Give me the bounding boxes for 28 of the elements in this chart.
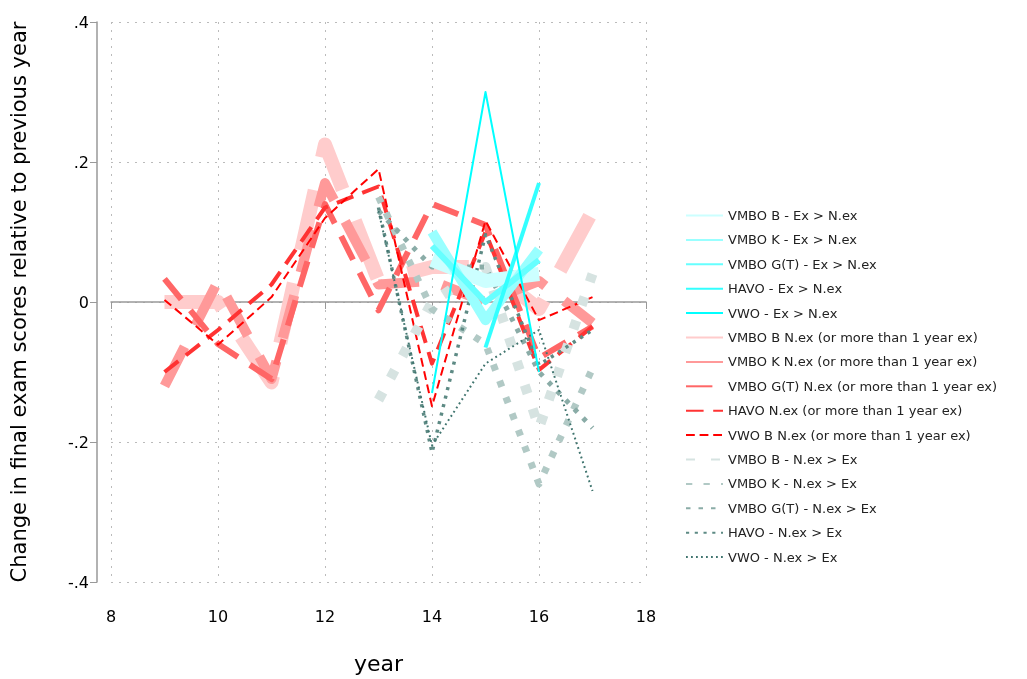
legend-label: VMBO B N.ex (or more than 1 year ex) <box>728 330 978 345</box>
legend-label: VMBO G(T) - Ex > N.ex <box>728 256 877 272</box>
x-tick-label: 8 <box>105 606 117 626</box>
y-tick-label: -.2 <box>67 432 89 452</box>
legend-label: HAVO - N.ex > Ex <box>728 525 843 541</box>
legend-label: VMBO K N.ex (or more than 1 year ex) <box>728 354 978 370</box>
x-tick-label: 16 <box>528 606 550 626</box>
y-tick-label: 0 <box>78 292 89 312</box>
x-axis-title: year <box>353 650 404 676</box>
y-axis-title: Change in final exam scores relative to previous year <box>6 21 31 583</box>
legend-label: VMBO K - N.ex > Ex <box>728 476 858 492</box>
y-tick-label: .2 <box>73 152 89 172</box>
legend-label: VMBO G(T) - N.ex > Ex <box>728 500 877 516</box>
legend-label: HAVO N.ex (or more than 1 year ex) <box>728 403 963 419</box>
legend-label: VMBO G(T) N.ex (or more than 1 year ex) <box>728 378 997 394</box>
y-tick-label: .4 <box>73 12 89 32</box>
x-tick-label: 12 <box>314 606 336 626</box>
legend-label: HAVO - Ex > N.ex <box>728 281 843 297</box>
x-tick-label: 14 <box>421 606 443 626</box>
y-tick-label: -.4 <box>67 572 89 592</box>
x-tick-label: 10 <box>207 606 229 626</box>
legend-label: VMBO K - Ex > N.ex <box>728 232 858 248</box>
legend-label: VWO - Ex > N.ex <box>728 305 838 321</box>
x-tick-label: 18 <box>635 606 657 626</box>
legend-label: VWO B N.ex (or more than 1 year ex) <box>728 427 971 443</box>
legend-label: VMBO B - Ex > N.ex <box>728 208 858 223</box>
legend-label: VWO - N.ex > Ex <box>728 549 838 565</box>
legend-label: VMBO B - N.ex > Ex <box>728 452 858 467</box>
